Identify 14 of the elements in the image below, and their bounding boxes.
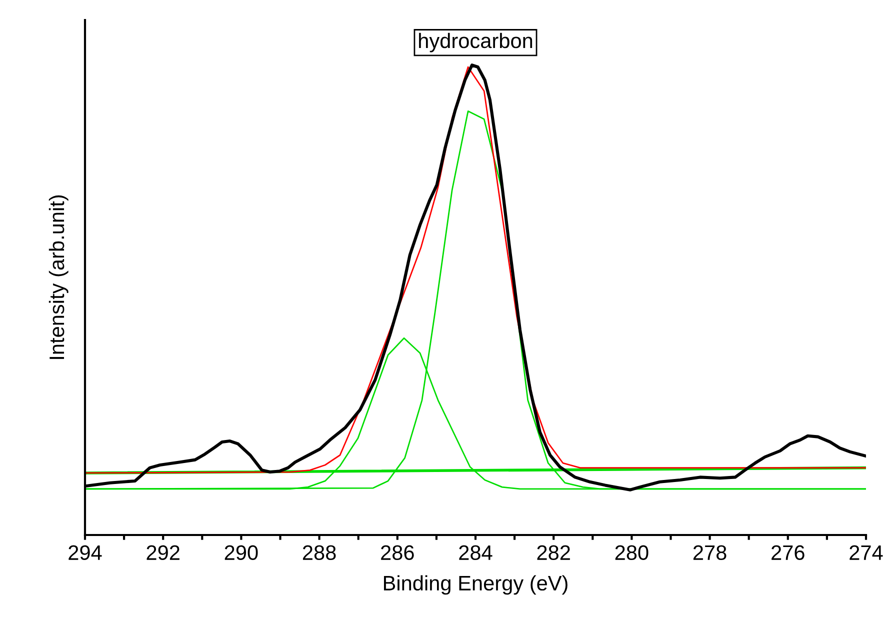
x-tick-label: 286	[381, 545, 414, 560]
x-axis-title: Binding Energy (eV)	[384, 575, 568, 595]
x-tick-label: 284	[459, 545, 492, 560]
x-tick-label: 294	[68, 545, 102, 560]
x-tick-label: 276	[772, 545, 804, 560]
x-tick-label: 282	[537, 545, 570, 560]
x-tick-label: 274	[850, 545, 883, 560]
x-tick-label: 290	[224, 545, 258, 560]
y-axis-title: Intensity (arb.unit)	[48, 195, 68, 359]
chart-title: hydrocarbon	[419, 32, 532, 52]
x-tick-label: 278	[693, 545, 726, 560]
x-tick-label: 292	[146, 545, 180, 560]
x-tick-label: 280	[615, 545, 648, 560]
x-tick-label: 288	[302, 545, 336, 560]
